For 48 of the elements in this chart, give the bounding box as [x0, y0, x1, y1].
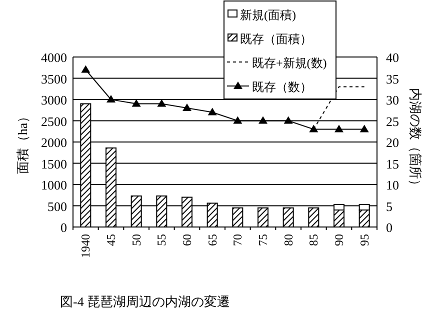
legend-label: 既存（面積）	[240, 32, 312, 46]
y-tick-label: 0	[60, 220, 67, 235]
y-tick-label: 2500	[41, 114, 67, 129]
y-tick-label: 3000	[41, 92, 67, 108]
x-tick-label: 80	[281, 234, 296, 246]
y-axis-title: 面積（ha）	[15, 110, 30, 174]
y-tick-label: 1000	[41, 178, 67, 192]
point	[233, 116, 242, 124]
y2-tick-label: 15	[386, 156, 399, 172]
x-tick-label: 65	[205, 234, 220, 246]
x-tick-label: 60	[180, 234, 194, 246]
x-tick-label: 55	[154, 234, 169, 246]
x-tick-label: 1940	[78, 234, 93, 258]
y-tick-label: 1500	[41, 156, 67, 172]
y2-tick-label: 10	[386, 178, 399, 192]
y2-axis-title: 内湖の数（箇所）	[408, 88, 423, 192]
y-tick-label: 2000	[41, 135, 67, 150]
y2-tick-label: 30	[386, 92, 399, 108]
legend-label: 既存+新規(数)	[252, 56, 327, 70]
point	[81, 65, 90, 73]
x-tick-label: 85	[306, 234, 321, 246]
y2-tick-label: 35	[386, 71, 399, 86]
point	[284, 116, 293, 124]
point	[360, 124, 369, 132]
y-tick-label: 4000	[41, 50, 67, 65]
x-tick-label: 75	[256, 234, 270, 246]
x-tick-label: 90	[332, 234, 346, 246]
point	[132, 99, 141, 107]
x-tick-label: 70	[230, 234, 245, 246]
y-tick-label: 3500	[41, 71, 67, 86]
text: 図-4 琵琶湖周辺の内湖の変遷	[60, 294, 230, 309]
point	[208, 108, 217, 116]
point	[106, 95, 116, 102]
point	[258, 116, 268, 124]
y-tick-label: 500	[48, 198, 67, 214]
point	[157, 99, 166, 107]
y2-tick-label: 20	[386, 135, 399, 150]
y2-tick-label: 0	[386, 220, 392, 235]
y2-tick-label: 25	[386, 114, 399, 129]
x-tick-label: 45	[104, 234, 118, 246]
legend-label: 新規(面積)	[240, 8, 296, 22]
x-tick-label: 95	[357, 234, 372, 246]
point	[182, 104, 192, 111]
point	[334, 124, 344, 132]
y2-tick-label: 5	[386, 198, 392, 214]
x-tick-label: 50	[129, 234, 144, 246]
legend-label: 既存（数）	[252, 80, 312, 94]
y2-tick-label: 40	[386, 50, 399, 65]
